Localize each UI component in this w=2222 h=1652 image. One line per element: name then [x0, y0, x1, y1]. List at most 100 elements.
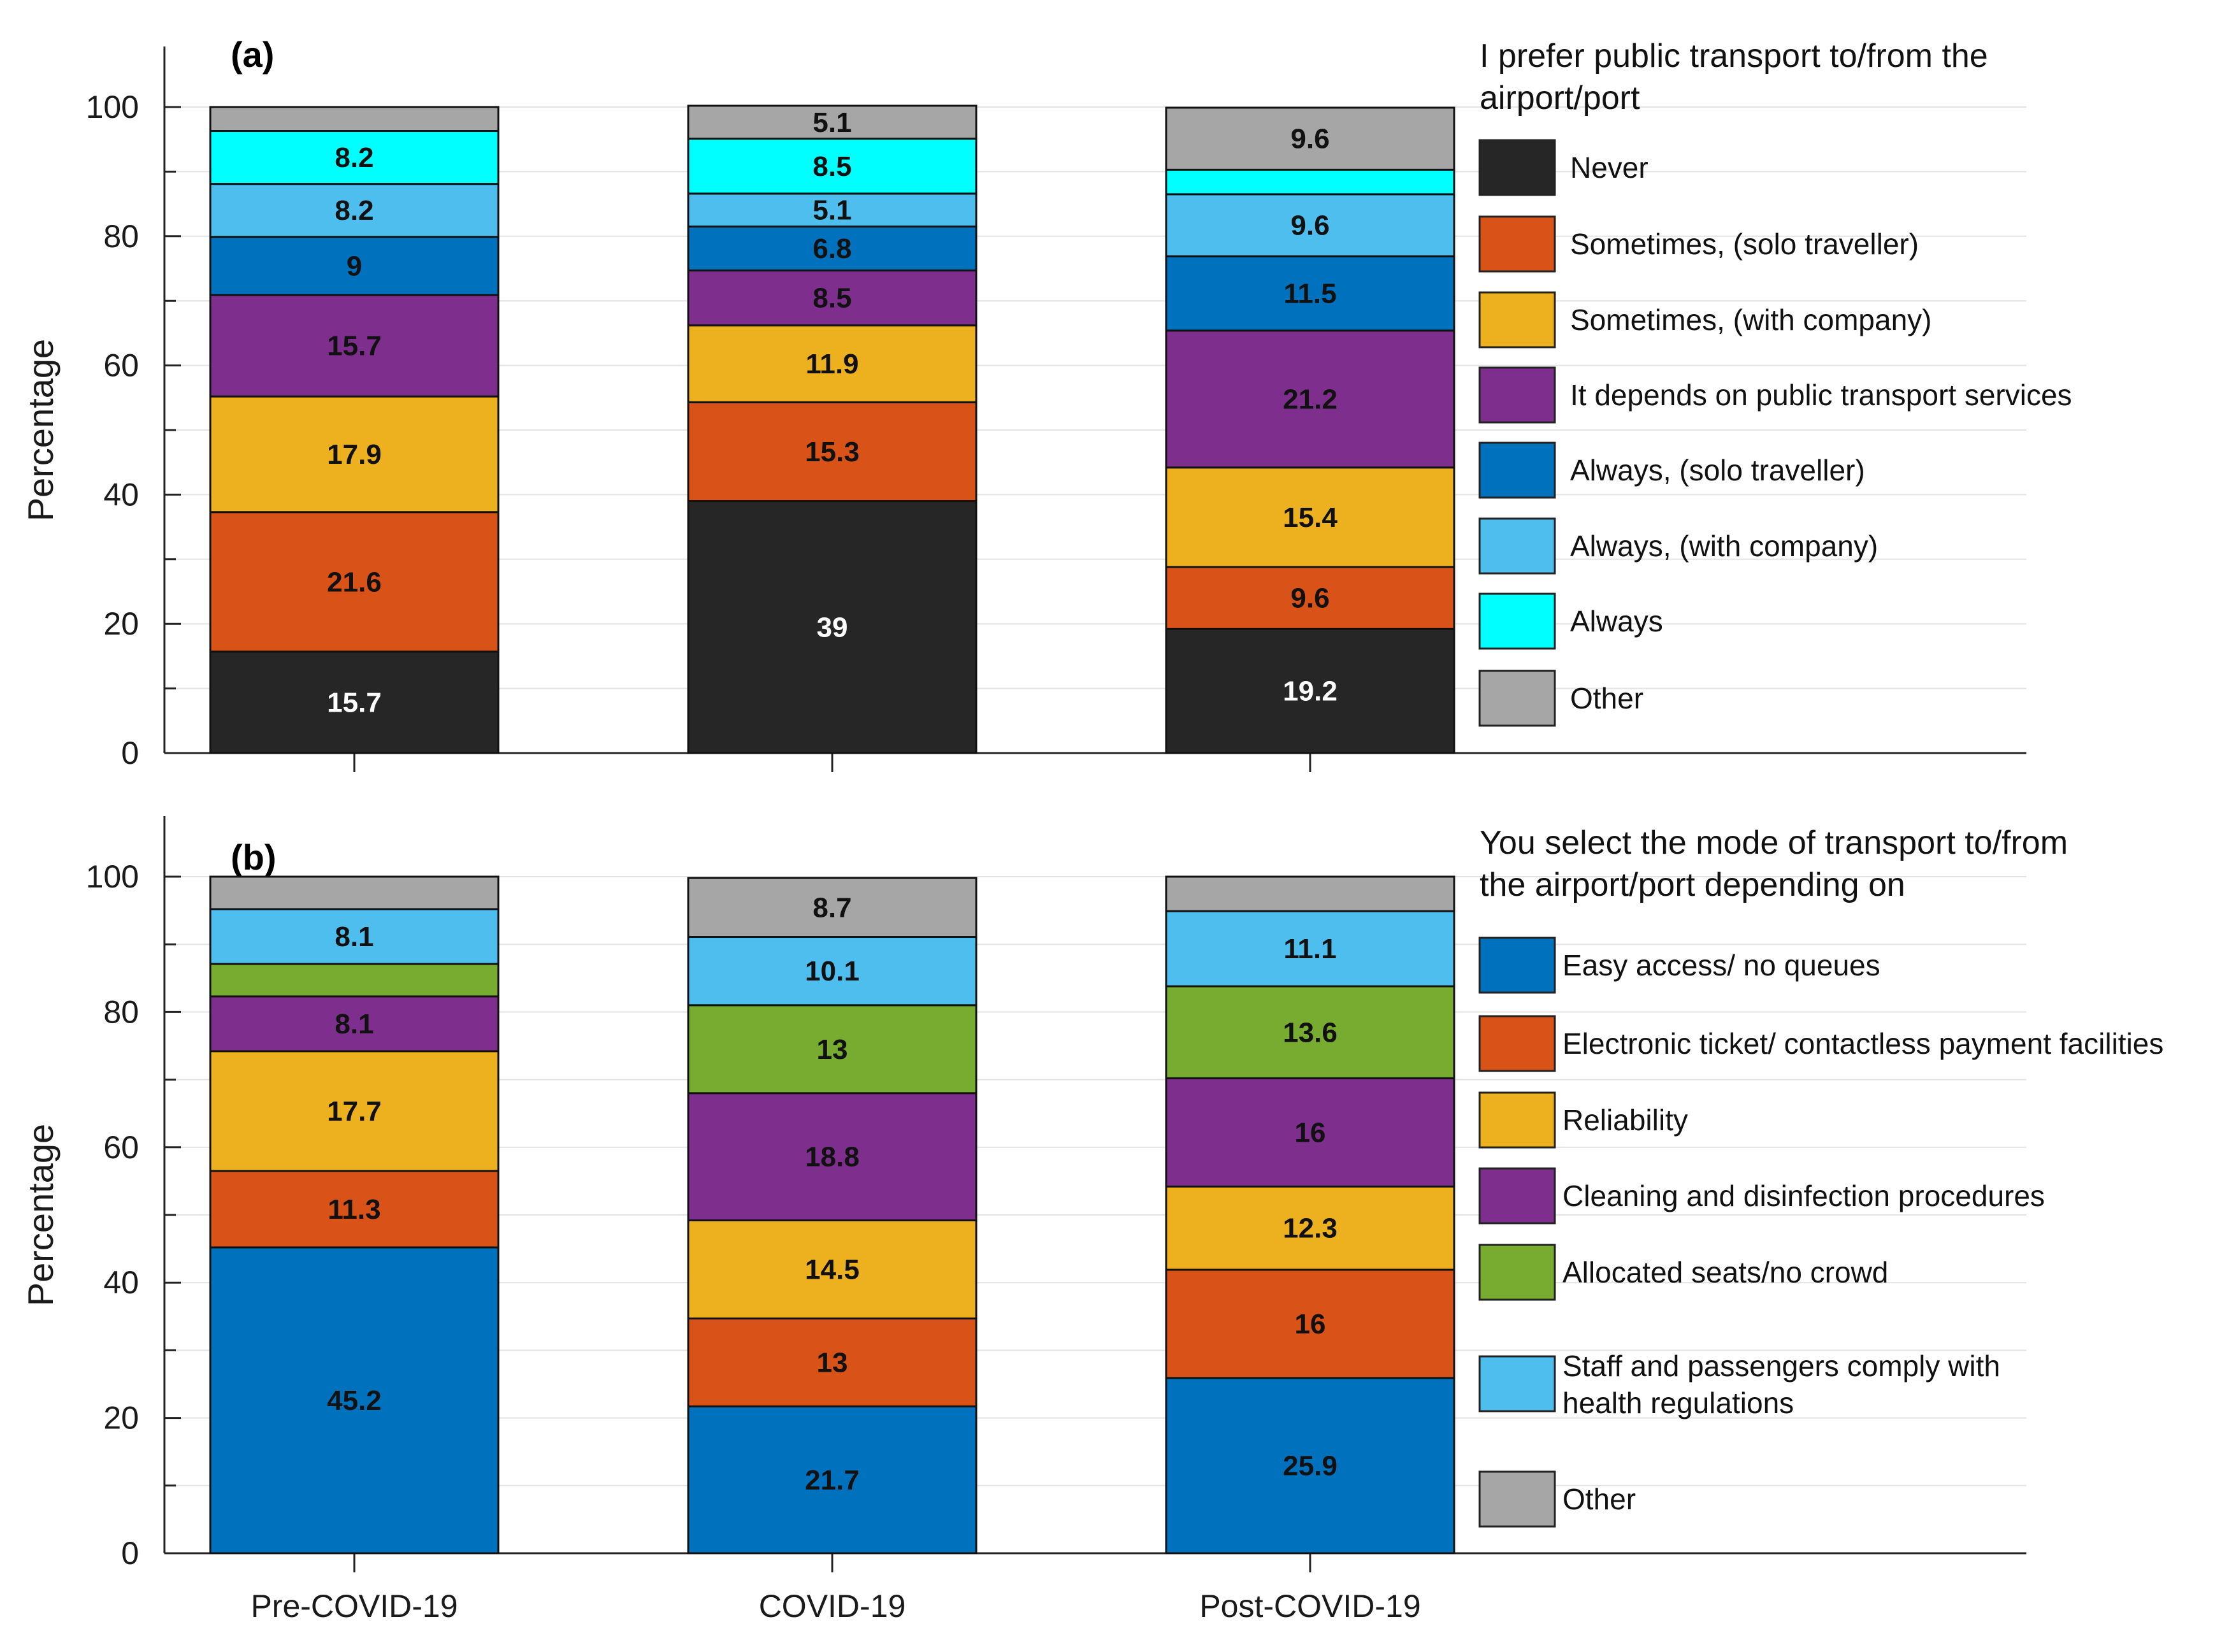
data-label: 18.8 — [805, 1142, 860, 1173]
legend-label-allocated-seats-no-crowd: Allocated seats/no crowd — [1562, 1256, 1888, 1289]
y-tick-label: 40 — [103, 1265, 139, 1300]
data-label: 8.2 — [335, 195, 373, 226]
legend-label-staff-and-passengers-comply-with-health-regulations: Staff and passengers comply with — [1562, 1349, 2000, 1383]
legend-swatch-other — [1478, 670, 1556, 727]
bar-segment-post-covid-19-always-with-company — [1165, 193, 1455, 257]
legend-label-never: Never — [1570, 151, 1648, 184]
data-label: 8.1 — [335, 1009, 373, 1040]
y-tick-label: 100 — [86, 89, 139, 125]
bar-segment-pre-covid-19-electronic-ticket-contactless-payment-facilities — [209, 1170, 500, 1249]
data-label: 11.1 — [1283, 933, 1336, 965]
bar-segment-pre-covid-19-always-with-company — [209, 183, 500, 238]
y-tick-label: 20 — [103, 1400, 139, 1436]
data-label: 12.3 — [1283, 1213, 1338, 1244]
data-label: 17.9 — [327, 439, 382, 470]
bar-segment-post-covid-19-sometimes-with-company — [1165, 466, 1455, 568]
y-tick-label: 60 — [103, 348, 139, 384]
data-label: 5.1 — [812, 195, 851, 226]
data-label: 16 — [1295, 1309, 1326, 1340]
legend-swatch-always — [1478, 593, 1556, 650]
bar-segment-post-covid-19-always-solo-traveller — [1165, 255, 1455, 332]
bar-segment-post-covid-19-always — [1165, 168, 1455, 196]
panel-a: 0 20 40 60 80 100 Percentage (a) 15.7 21.6 17.9 15.… — [20, 34, 2072, 772]
bar-segment-covid-19-it-depends-on-public-transport-services — [687, 269, 978, 327]
data-label: 11.5 — [1283, 278, 1336, 310]
data-label: 8.5 — [812, 283, 851, 314]
data-label: 9.6 — [1290, 583, 1329, 614]
bar-segment-covid-19-allocated-seats-no-crowd — [687, 1004, 978, 1095]
data-label: 15.7 — [327, 687, 382, 718]
bar-segment-covid-19-staff-and-passengers-comply-with-health-regulations — [687, 936, 978, 1007]
data-label: 21.7 — [805, 1465, 860, 1496]
bar-segment-pre-covid-19-always — [209, 130, 500, 185]
data-label: 25.9 — [1283, 1450, 1338, 1481]
legend-label-it-depends-on-public-transport-services: It depends on public transport services — [1570, 378, 2072, 412]
y-tick-label: 40 — [103, 477, 139, 512]
legend-swatch-sometimes-with-company — [1478, 291, 1556, 348]
bar-segment-post-covid-19-it-depends-on-public-transport-services — [1165, 329, 1455, 469]
legend-swatch-cleaning-and-disinfection-procedures — [1478, 1167, 1556, 1225]
bar-segment-pre-covid-19-sometimes-solo-traveller — [209, 511, 500, 653]
bar-segment-covid-19-other — [687, 877, 978, 938]
panel-label: (a) — [231, 34, 274, 75]
bar-segment-covid-19-sometimes-solo-traveller — [687, 401, 978, 503]
legend-label-sometimes-with-company: Sometimes, (with company) — [1570, 303, 1932, 336]
data-label: 11.3 — [328, 1194, 380, 1225]
x-tick-label-covid-19: COVID-19 — [759, 1588, 906, 1624]
legend-title: the airport/port depending on — [1480, 866, 1905, 903]
data-label: 13.6 — [1283, 1017, 1338, 1048]
y-tick-label: 80 — [103, 219, 139, 254]
legend-swatch-always-solo-traveller — [1478, 442, 1556, 499]
bar-segment-covid-19-sometimes-with-company — [687, 324, 978, 403]
bar-segment-pre-covid-19-it-depends-on-public-transport-services — [209, 294, 500, 398]
bar-segment-pre-covid-19-always-solo-traveller — [209, 236, 500, 296]
legend-label-cleaning-and-disinfection-procedures: Cleaning and disinfection procedures — [1562, 1179, 2045, 1212]
data-label: 21.2 — [1283, 384, 1338, 415]
data-label: 45.2 — [327, 1385, 382, 1416]
bar-segment-pre-covid-19-cleaning-and-disinfection-procedures — [209, 995, 500, 1052]
data-label: 6.8 — [812, 233, 851, 264]
bar-segment-pre-covid-19-sometimes-with-company — [209, 395, 500, 514]
data-label: 10.1 — [805, 956, 860, 987]
bar-segment-pre-covid-19-other — [209, 106, 500, 133]
data-label: 14.5 — [805, 1254, 860, 1285]
data-label: 17.7 — [327, 1096, 382, 1127]
panel-b: 0 20 40 60 80 100 Pre-COVID-19 COVID-19 Post-COV… — [20, 816, 2163, 1624]
y-tick-label: 60 — [103, 1130, 139, 1165]
data-label: 8.7 — [812, 892, 851, 923]
data-label: 11.9 — [805, 348, 858, 380]
legend-label-electronic-ticket-contactless-payment-facilities: Electronic ticket/ contactless payment f… — [1562, 1027, 2163, 1060]
legend-title: You select the mode of transport to/from — [1480, 824, 2068, 861]
legend-swatch-it-depends-on-public-transport-services — [1478, 366, 1556, 424]
legend-title: I prefer public transport to/from the — [1480, 38, 1988, 75]
bar-segment-post-covid-19-electronic-ticket-contactless-payment-facilities — [1165, 1268, 1455, 1379]
bar-segment-post-covid-19-other — [1165, 875, 1455, 912]
data-label: 13 — [817, 1034, 848, 1065]
data-label: 5.1 — [812, 107, 851, 138]
bar-segment-post-covid-19-reliability — [1165, 1185, 1455, 1271]
legend-swatch-never — [1478, 139, 1556, 196]
data-label: 15.4 — [1283, 502, 1338, 533]
bar-segment-pre-covid-19-never — [209, 650, 500, 754]
y-tick-label: 20 — [103, 606, 139, 642]
legend-swatch-sometimes-solo-traveller — [1478, 215, 1556, 273]
data-label: 8.5 — [812, 151, 851, 182]
legend-label-always: Always — [1570, 605, 1663, 638]
data-label: 8.2 — [335, 142, 373, 173]
legend-label-other: Other — [1570, 682, 1643, 715]
data-label: 15.7 — [327, 331, 382, 362]
x-tick-label-post-covid-19: Post-COVID-19 — [1199, 1588, 1420, 1624]
bar-segment-post-covid-19-easy-access-no-queues — [1165, 1377, 1455, 1555]
legend-label-easy-access-no-queues: Easy access/ no queues — [1562, 949, 1880, 982]
bar-segment-pre-covid-19-allocated-seats-no-crowd — [209, 963, 500, 998]
legend-title: airport/port — [1480, 80, 1640, 117]
legend-swatch-allocated-seats-no-crowd — [1478, 1244, 1556, 1301]
data-label: 8.1 — [335, 921, 373, 952]
data-label: 15.3 — [805, 436, 860, 468]
y-axis-label: Percentage — [20, 1124, 61, 1306]
data-label: 21.6 — [327, 566, 382, 598]
bar-segment-covid-19-other — [687, 104, 978, 140]
y-tick-label: 0 — [121, 1535, 139, 1571]
bar-segment-pre-covid-19-easy-access-no-queues — [209, 1246, 500, 1555]
data-label: 16 — [1295, 1117, 1326, 1148]
